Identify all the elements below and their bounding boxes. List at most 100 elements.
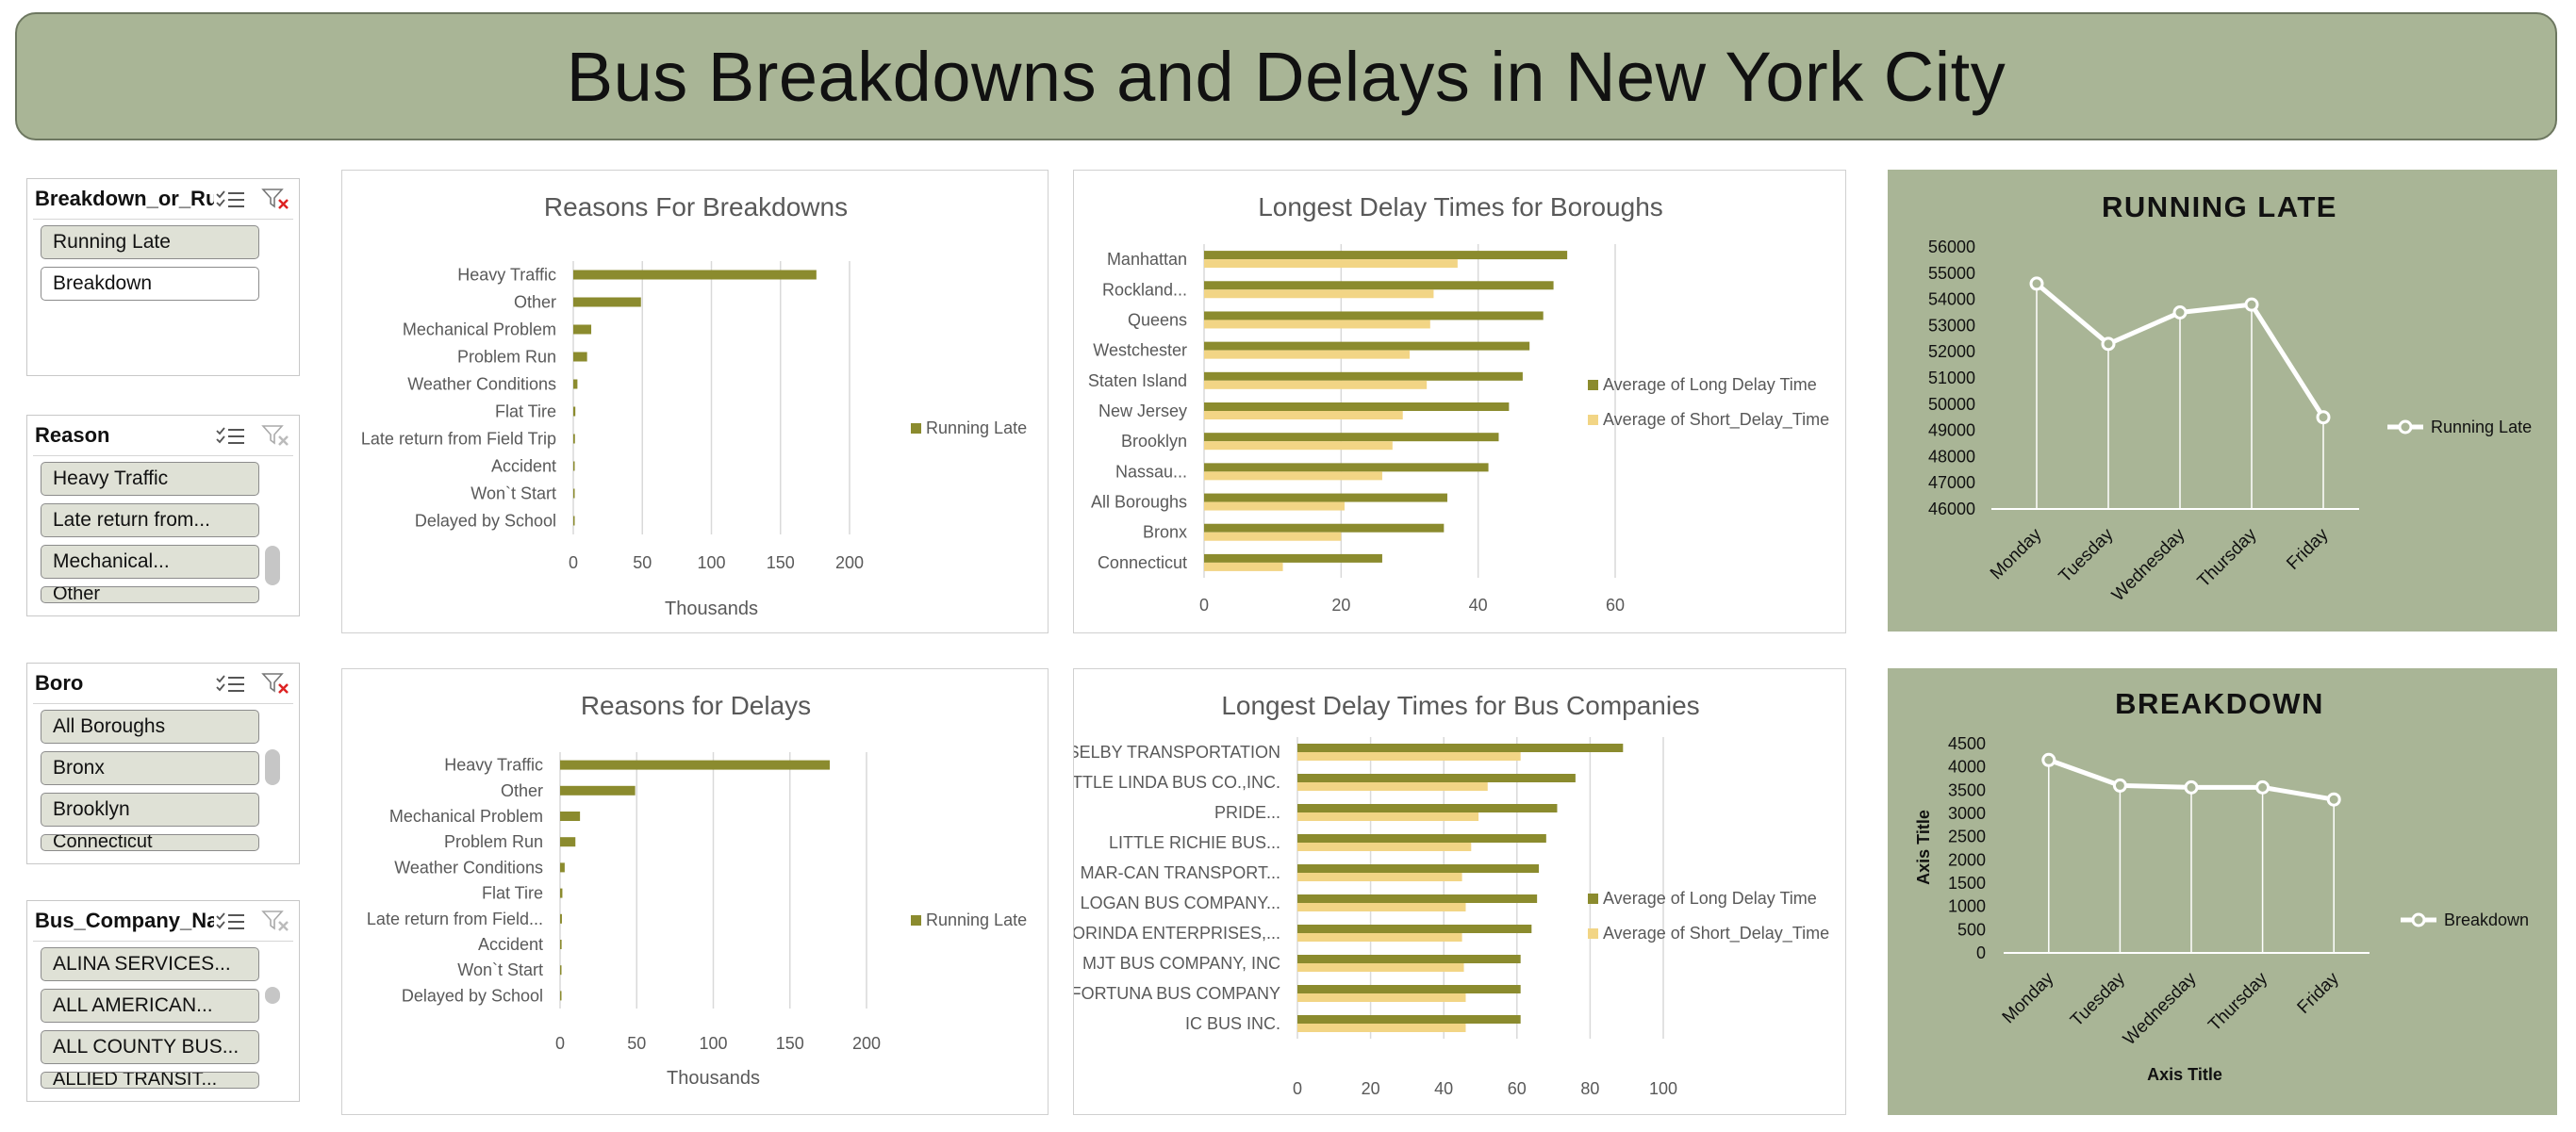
x-tick-label: Wednesday [2120, 968, 2201, 1049]
chart-title: Reasons for Delays [581, 691, 811, 720]
slicer-item[interactable]: Mechanical... [41, 545, 259, 579]
slicer-item[interactable]: Heavy Traffic [41, 462, 259, 496]
clear-filter-icon[interactable] [259, 908, 291, 934]
chart-title: Reasons For Breakdowns [544, 192, 848, 221]
category-label: Westchester [1093, 341, 1187, 360]
slicer-bus-company-name[interactable]: Bus_Company_Name ALINA SERVICES... ALL AME… [26, 900, 300, 1102]
data-point [2029, 276, 2044, 291]
data-point [2244, 297, 2259, 312]
category-label: PRIDE... [1214, 803, 1280, 822]
slicer-scrollbar[interactable] [265, 749, 280, 785]
category-label: Accident [491, 457, 556, 476]
multi-select-icon[interactable] [214, 422, 246, 449]
slicer-item-list: All Boroughs Bronx Brooklyn Connecticut [27, 704, 299, 851]
chart-svg: Reasons For Breakdowns 0 50 100 150 200 Heavy … [361, 192, 1027, 619]
x-tick-label: 60 [1606, 596, 1625, 615]
legend-label: Running Late [926, 418, 1027, 437]
bar [1297, 925, 1532, 933]
x-tick-label: Monday [1999, 968, 2058, 1027]
y-tick-label: 500 [1957, 920, 1986, 939]
category-label: Brooklyn [1121, 432, 1187, 451]
slicer-breakdown-or-running-late[interactable]: Breakdown_or_Run... Running Late Breakdown [26, 178, 300, 376]
slicer-reason[interactable]: Reason Heavy Traffic Late return from... Me… [26, 415, 300, 616]
category-label: Late return from Field Trip [361, 430, 556, 449]
bar [573, 379, 578, 389]
slicer-item[interactable]: ALL COUNTY BUS... [41, 1030, 259, 1064]
x-tick-label: 60 [1508, 1079, 1527, 1098]
bar [560, 940, 562, 949]
x-axis-title: Axis Title [2147, 1065, 2222, 1084]
x-tick-label: 40 [1434, 1079, 1453, 1098]
y-tick-label: 2500 [1948, 828, 1986, 846]
category-label: Mechanical Problem [389, 807, 543, 826]
bar [1297, 744, 1624, 752]
clear-filter-icon[interactable] [259, 186, 291, 212]
bar [1297, 1024, 1466, 1032]
chart-svg: Longest Delay Times for Bus Companies 0 20… [1074, 691, 1829, 1098]
category-label: Bronx [1143, 523, 1187, 542]
category-label: LOGAN BUS COMPANY... [1081, 894, 1280, 912]
multi-select-icon[interactable] [214, 186, 246, 212]
x-tick-label: 20 [1362, 1079, 1380, 1098]
bar [1204, 371, 1523, 381]
y-tick-label: 56000 [1928, 238, 1975, 256]
x-axis-title: Thousands [665, 599, 758, 619]
legend-marker [2398, 419, 2413, 435]
slicer-title: Breakdown_or_Run... [35, 187, 214, 210]
slicer-scrollbar[interactable] [265, 546, 280, 585]
slicer-boro[interactable]: Boro All Boroughs Bronx Brooklyn Connecticut [26, 663, 300, 864]
y-tick-label: 51000 [1928, 369, 1975, 387]
bar [573, 324, 592, 335]
slicer-item[interactable]: Late return from... [41, 503, 259, 537]
clear-filter-icon[interactable] [259, 422, 291, 449]
bar [1204, 320, 1430, 329]
legend-swatch [911, 423, 921, 434]
x-tick-label: Friday [2294, 968, 2344, 1018]
x-tick-label: Friday [2283, 524, 2333, 574]
category-label: FORTUNA BUS COMPANY [1074, 984, 1280, 1003]
legend-swatch [1588, 928, 1598, 939]
bar [560, 991, 562, 1001]
slicer-title: Bus_Company_Name [35, 909, 214, 932]
category-label: Mechanical Problem [403, 320, 556, 339]
category-label: All Boroughs [1091, 493, 1187, 512]
slicer-divider [33, 455, 293, 456]
multi-select-icon[interactable] [214, 670, 246, 697]
bar [573, 461, 575, 471]
slicer-item[interactable]: ALLIED TRANSIT... [41, 1072, 259, 1089]
category-label: Won`t Start [471, 484, 556, 503]
x-tick-label: Thursday [2194, 524, 2261, 591]
slicer-item[interactable]: Running Late [41, 225, 259, 259]
legend-label: Average of Short_Delay_Time [1603, 924, 1829, 943]
bar [1204, 411, 1403, 419]
bar [1204, 433, 1499, 442]
slicer-item[interactable]: Bronx [41, 751, 259, 785]
bar [1204, 463, 1489, 472]
bar [560, 913, 562, 924]
bar [1204, 493, 1447, 502]
slicer-item[interactable]: Connecticut [41, 834, 259, 851]
slicer-header: Boro [27, 664, 299, 703]
data-point [2101, 336, 2116, 352]
y-tick-label: 47000 [1928, 473, 1975, 492]
chart-svg: RUNNING LATE 46000 47000 48000 49000 50000 510… [1928, 190, 2532, 605]
bar [1204, 523, 1445, 533]
bar [573, 352, 587, 362]
x-tick-label: 0 [1199, 596, 1209, 615]
chart-title: BREAKDOWN [2115, 687, 2324, 720]
slicer-icons [214, 422, 291, 449]
clear-filter-icon[interactable] [259, 670, 291, 697]
x-tick-label: Monday [1987, 524, 2046, 583]
bar [573, 434, 575, 444]
slicer-item[interactable]: Brooklyn [41, 793, 259, 827]
slicer-item[interactable]: Breakdown [41, 267, 259, 301]
data-point [2184, 779, 2199, 795]
multi-select-icon[interactable] [214, 908, 246, 934]
slicer-item[interactable]: ALINA SERVICES... [41, 947, 259, 981]
dashboard-banner: Bus Breakdowns and Delays in New York Ci… [15, 12, 2557, 140]
slicer-scrollbar[interactable] [265, 987, 280, 1004]
slicer-item[interactable]: All Boroughs [41, 710, 259, 744]
slicer-item[interactable]: ALL AMERICAN... [41, 989, 259, 1023]
slicer-item[interactable]: Other [41, 586, 259, 603]
category-label: Flat Tire [482, 884, 543, 903]
